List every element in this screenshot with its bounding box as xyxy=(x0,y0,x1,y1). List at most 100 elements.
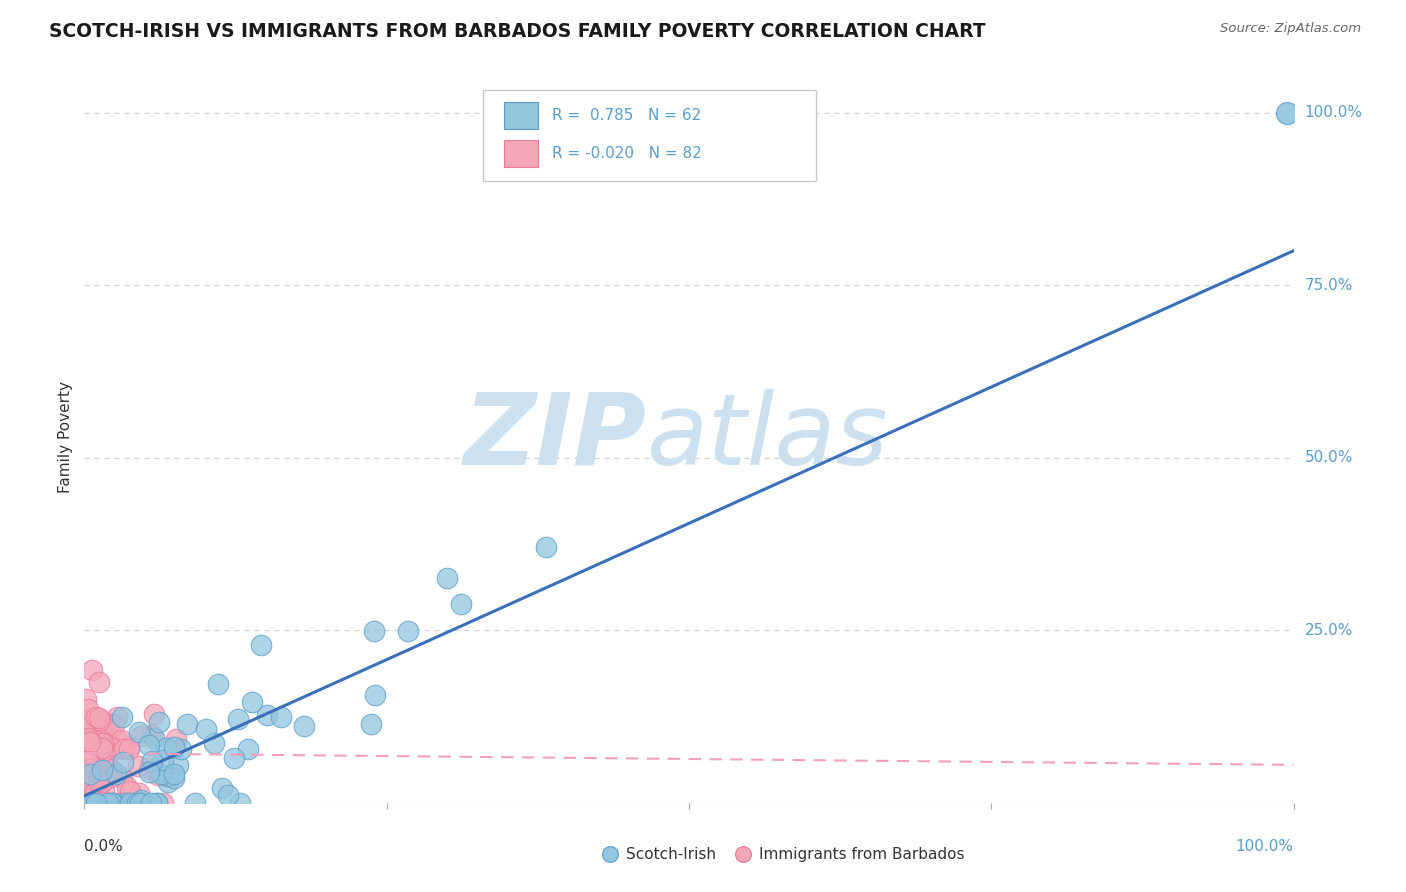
Point xyxy=(112,742,135,756)
Point xyxy=(98,762,121,776)
Text: Source: ZipAtlas.com: Source: ZipAtlas.com xyxy=(1220,22,1361,36)
Point xyxy=(83,728,105,742)
Point xyxy=(176,717,198,731)
Point xyxy=(79,779,101,793)
Point xyxy=(100,770,122,784)
Point xyxy=(128,786,150,800)
Point xyxy=(139,796,162,810)
Point xyxy=(141,755,163,769)
Point xyxy=(226,712,249,726)
Point xyxy=(79,765,101,780)
Text: 75.0%: 75.0% xyxy=(1305,277,1353,293)
Point xyxy=(80,764,103,779)
Point xyxy=(79,734,101,748)
Point xyxy=(138,761,160,775)
Point xyxy=(76,796,98,810)
Point xyxy=(90,745,112,759)
Point xyxy=(101,764,124,778)
Point xyxy=(146,796,169,810)
Point xyxy=(211,781,233,796)
Point xyxy=(138,739,160,753)
Point xyxy=(129,793,152,807)
Point xyxy=(86,779,108,793)
Point xyxy=(96,756,118,771)
Point xyxy=(100,740,122,755)
Text: 100.0%: 100.0% xyxy=(1305,105,1362,120)
Point xyxy=(75,780,97,794)
Point xyxy=(360,717,382,731)
Point xyxy=(118,739,141,754)
Point xyxy=(229,796,252,810)
Point xyxy=(101,796,124,810)
Point xyxy=(152,796,174,810)
Point xyxy=(80,794,103,808)
Point xyxy=(141,727,163,741)
Point xyxy=(222,751,245,765)
Point xyxy=(396,624,419,638)
FancyBboxPatch shape xyxy=(503,139,538,168)
Point xyxy=(105,767,128,781)
Point xyxy=(75,692,97,706)
Point xyxy=(105,796,128,810)
Point xyxy=(80,783,103,797)
Point xyxy=(79,767,101,781)
Point xyxy=(76,754,98,768)
Point xyxy=(165,731,187,746)
Text: R =  0.785   N = 62: R = 0.785 N = 62 xyxy=(553,108,702,123)
Point xyxy=(90,763,112,777)
Point xyxy=(138,765,160,780)
Point xyxy=(75,777,97,791)
Text: R = -0.020   N = 82: R = -0.020 N = 82 xyxy=(553,146,702,161)
Point xyxy=(103,718,125,732)
Text: 0.0%: 0.0% xyxy=(84,839,124,855)
Text: 25.0%: 25.0% xyxy=(1305,623,1353,638)
Point xyxy=(1277,105,1299,120)
Point xyxy=(202,735,225,749)
Point xyxy=(169,742,191,756)
Point xyxy=(103,796,125,810)
Point xyxy=(82,796,104,810)
Text: Immigrants from Barbados: Immigrants from Barbados xyxy=(759,847,965,862)
Point xyxy=(79,769,101,783)
Point xyxy=(240,695,263,709)
Point xyxy=(97,796,120,810)
Point xyxy=(75,786,97,800)
Point xyxy=(97,796,120,810)
Text: SCOTCH-IRISH VS IMMIGRANTS FROM BARBADOS FAMILY POVERTY CORRELATION CHART: SCOTCH-IRISH VS IMMIGRANTS FROM BARBADOS… xyxy=(49,22,986,41)
Point xyxy=(149,766,172,780)
Point xyxy=(89,713,111,727)
Point xyxy=(75,796,97,810)
Point xyxy=(77,779,100,793)
Point xyxy=(98,725,121,739)
Point xyxy=(105,709,128,723)
Point xyxy=(733,844,755,858)
Point xyxy=(84,710,107,724)
Point xyxy=(83,765,105,780)
Point xyxy=(89,711,111,725)
Point xyxy=(207,677,229,691)
Point xyxy=(118,742,141,756)
Point xyxy=(112,755,135,769)
Point xyxy=(91,775,114,789)
Point xyxy=(146,768,169,782)
Point xyxy=(82,714,104,728)
Point xyxy=(80,663,103,677)
Point xyxy=(76,796,98,810)
Y-axis label: Family Poverty: Family Poverty xyxy=(58,381,73,493)
Point xyxy=(155,740,177,755)
Point xyxy=(143,731,166,746)
Point xyxy=(129,796,152,810)
Point xyxy=(86,774,108,789)
Point xyxy=(76,731,98,745)
Point xyxy=(157,774,180,789)
Point xyxy=(163,772,186,786)
Point xyxy=(75,717,97,731)
Point xyxy=(146,796,169,810)
Point xyxy=(250,638,273,652)
Point xyxy=(79,762,101,776)
Point xyxy=(163,766,186,780)
Point xyxy=(75,734,97,748)
Text: Scotch-Irish: Scotch-Irish xyxy=(626,847,716,862)
Point xyxy=(157,769,180,783)
Text: ZIP: ZIP xyxy=(464,389,647,485)
